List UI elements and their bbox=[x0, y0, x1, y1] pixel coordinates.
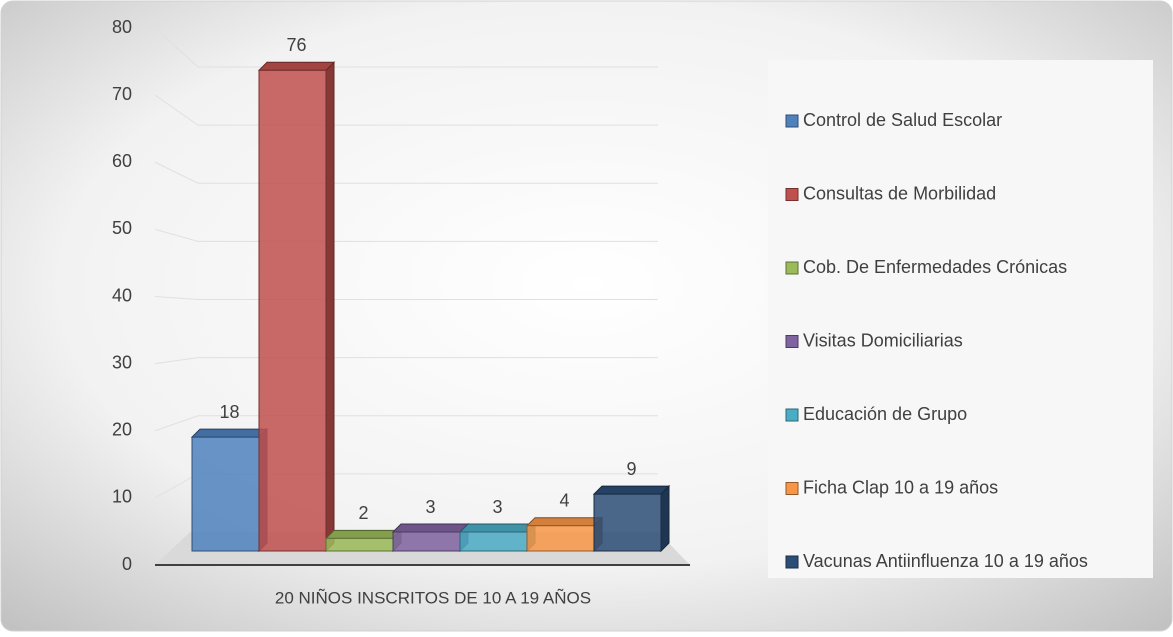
grid-line bbox=[154, 228, 658, 242]
legend-swatch bbox=[785, 555, 799, 569]
bar-top bbox=[324, 529, 403, 539]
bar-front bbox=[191, 436, 260, 552]
bar bbox=[458, 522, 537, 553]
data-label: 3 bbox=[492, 497, 502, 517]
legend-label: Visitas Domiciliarias bbox=[803, 330, 963, 350]
bar-top bbox=[525, 517, 604, 527]
data-label: 18 bbox=[219, 402, 239, 422]
bar bbox=[324, 529, 403, 553]
data-label: 9 bbox=[626, 459, 636, 479]
legend-swatch bbox=[785, 408, 799, 422]
bar-top bbox=[257, 61, 336, 71]
y-tick-label: 70 bbox=[112, 84, 132, 104]
bar bbox=[257, 61, 336, 553]
bar-front bbox=[325, 537, 394, 552]
bar bbox=[190, 427, 269, 553]
bar-front bbox=[593, 493, 662, 552]
y-tick-label: 80 bbox=[112, 17, 132, 37]
grid-line bbox=[154, 296, 658, 300]
legend-box bbox=[768, 60, 1153, 578]
data-label: 2 bbox=[358, 503, 368, 523]
bar bbox=[592, 484, 671, 553]
legend-label: Educación de Grupo bbox=[803, 404, 967, 424]
data-label: 3 bbox=[425, 497, 435, 517]
legend-swatch bbox=[785, 261, 799, 275]
legend-swatch bbox=[785, 188, 799, 201]
y-tick-label: 50 bbox=[112, 218, 132, 238]
bar bbox=[391, 522, 470, 553]
grid-line bbox=[154, 415, 658, 432]
y-tick-label: 40 bbox=[112, 285, 132, 305]
legend-swatch bbox=[785, 114, 799, 128]
grid-line bbox=[154, 357, 658, 365]
legend-swatch bbox=[785, 335, 799, 348]
bar-front bbox=[526, 525, 595, 552]
legend-label: Ficha Clap 10 a 19 años bbox=[803, 477, 998, 497]
legend-label: Vacunas Antiinfluenza 10 a 19 años bbox=[803, 551, 1088, 571]
y-tick-label: 60 bbox=[112, 151, 132, 171]
data-label: 76 bbox=[286, 35, 306, 55]
bar-front bbox=[392, 531, 461, 552]
bar-top bbox=[458, 523, 537, 533]
y-tick-label: 10 bbox=[112, 487, 132, 507]
x-tick-label: 20 NIÑOS INSCRITOS DE 10 A 19 AÑOS bbox=[275, 588, 591, 607]
bar-side bbox=[660, 484, 670, 553]
y-tick-label: 30 bbox=[112, 352, 132, 372]
bar-side bbox=[325, 61, 335, 553]
grid-line bbox=[154, 161, 658, 184]
grid-line bbox=[154, 94, 658, 126]
bar-top bbox=[592, 485, 671, 495]
legend-label: Cob. De Enfermedades Crónicas bbox=[803, 257, 1067, 277]
grid-line bbox=[154, 27, 658, 68]
legend-label: Control de Salud Escolar bbox=[803, 110, 1002, 130]
bar-top bbox=[391, 523, 470, 533]
bar-top bbox=[190, 428, 269, 438]
legend-swatch bbox=[785, 482, 799, 495]
data-label: 4 bbox=[559, 490, 569, 510]
bar bbox=[525, 516, 604, 553]
legend-label: Consultas de Morbilidad bbox=[803, 183, 996, 203]
y-tick-label: 0 bbox=[122, 554, 132, 574]
bar-front bbox=[459, 531, 528, 552]
y-tick-label: 20 bbox=[112, 420, 132, 440]
bar-front bbox=[258, 69, 327, 552]
